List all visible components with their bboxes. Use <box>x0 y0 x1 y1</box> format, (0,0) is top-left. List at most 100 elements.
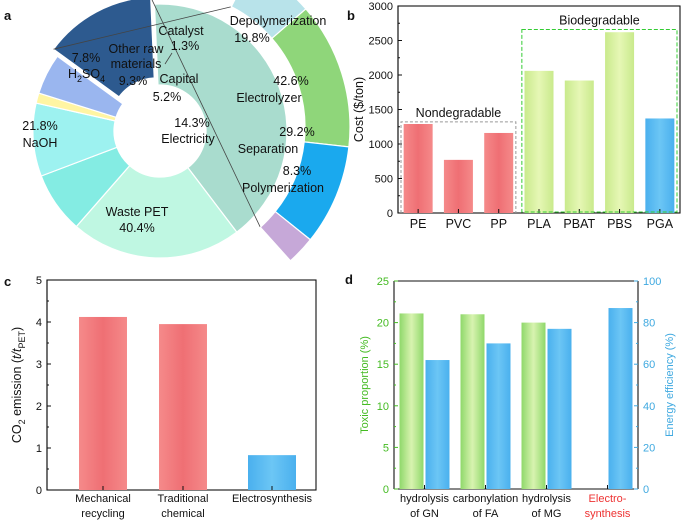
x-label-pbat: PBAT <box>563 217 595 231</box>
co2-y-tick-label: 1 <box>36 443 42 455</box>
y-axis-title-co2: CO2 emission (t/tPET) <box>10 327 27 443</box>
catalyst-leader-line <box>164 52 173 65</box>
electricity-breakdown-ring <box>53 0 351 262</box>
bar-pga <box>645 118 675 213</box>
label-waste-pet-pct: 40.4% <box>119 221 154 235</box>
label-other-raw-line2: materials <box>111 57 162 71</box>
bar-energy-1 <box>486 343 511 489</box>
x-label-co2-1: chemical <box>161 508 204 520</box>
co2-y-tick-label: 2 <box>36 401 42 413</box>
donut-slices <box>32 0 288 259</box>
label-electrolyzer-pct: 42.6% <box>273 74 308 88</box>
co2-y-tick-label: 5 <box>36 275 42 287</box>
x-label-d-0: hydrolysis <box>400 493 449 505</box>
x-label-co2-0: Mechanical <box>75 493 131 505</box>
x-label-pbs: PBS <box>607 217 632 231</box>
label-electricity: Electricity <box>161 132 215 146</box>
co2-sub-2: 2 <box>17 419 27 424</box>
bar-pe <box>403 123 433 213</box>
energy-y-tick-label: 80 <box>643 318 655 330</box>
label-h2so4: H2SO4 <box>68 67 105 84</box>
cost-y-tick-label: 1000 <box>369 139 393 151</box>
label-h2so4-pct: 7.8% <box>72 51 101 65</box>
x-label-co2-2: Electrosynthesis <box>232 493 313 505</box>
x-label-d-3: synthesis <box>585 508 631 520</box>
energy-y-tick-label: 60 <box>643 359 655 371</box>
toxic-y-tick-label: 15 <box>377 359 389 371</box>
co2-part-co: CO <box>10 424 24 443</box>
toxic-y-tick-label: 0 <box>383 484 389 496</box>
energy-y-tick-label: 100 <box>643 276 661 288</box>
bar-pp <box>484 132 514 213</box>
energy-y-tick-label: 0 <box>643 484 649 496</box>
toxic-y-tick-label: 5 <box>383 442 389 454</box>
x-label-pga: PGA <box>647 217 674 231</box>
x-label-d-2: of MG <box>532 508 562 520</box>
y-axis-title-toxic: Toxic proportion (%) <box>359 336 371 434</box>
bar-pla <box>524 70 554 213</box>
bar-toxic-2 <box>521 322 546 489</box>
connector-line-bottom <box>151 0 261 228</box>
co2-sub-pet: PET <box>17 331 27 349</box>
bar-energy-0 <box>425 360 450 489</box>
label-naoh-pct: 21.8% <box>22 119 57 133</box>
label-capital-pct: 5.2% <box>153 90 182 104</box>
toxic-y-tick-label: 25 <box>377 276 389 288</box>
x-label-pp: PP <box>490 217 507 231</box>
label-separation: Separation <box>238 142 299 156</box>
energy-y-tick-label: 20 <box>643 442 655 454</box>
label-separation-pct: 29.2% <box>279 125 314 139</box>
co2-part-t: t/t <box>10 348 24 359</box>
bar-co2-2 <box>248 455 296 490</box>
group-box-nondegradable <box>400 121 517 213</box>
label-depolymerization-pct: 19.8% <box>234 31 269 45</box>
cost-y-tick-label: 500 <box>375 174 393 186</box>
y-axis-title-cost: Cost ($/ton) <box>352 77 366 142</box>
connector-line-top <box>53 6 232 50</box>
bar-co2-0 <box>79 316 127 490</box>
x-label-pvc: PVC <box>446 217 472 231</box>
bar-energy-3 <box>608 308 633 489</box>
energy-y-tick-label: 40 <box>643 401 655 413</box>
panel-c-co2-chart: c 0 1 2 3 4 5 Mechanical recycling Traditional ch… <box>4 274 317 520</box>
x-label-pla: PLA <box>527 217 551 231</box>
label-capital: Capital <box>160 72 199 86</box>
cost-y-tick-label: 2000 <box>369 70 393 82</box>
label-electrolyzer: Electrolyzer <box>236 91 301 105</box>
panel-c-label: c <box>4 274 11 289</box>
label-polymerization: Polymerization <box>242 181 324 195</box>
label-catalyst-pct: 1.3% <box>171 39 200 53</box>
toxic-y-tick-label: 20 <box>377 318 389 330</box>
cost-y-tick-label: 0 <box>387 208 393 220</box>
cost-y-tick-label: 1500 <box>369 105 393 117</box>
bar-pbs <box>605 32 635 213</box>
label-catalyst: Catalyst <box>158 24 204 38</box>
x-label-d-2: hydrolysis <box>522 493 571 505</box>
x-label-d-1: carbonylation <box>453 493 518 505</box>
co2-y-tick-label: 3 <box>36 359 42 371</box>
label-other-raw-line1: Other raw <box>109 42 165 56</box>
bar-toxic-0 <box>399 313 424 489</box>
x-label-pe: PE <box>410 217 427 231</box>
panel-a-label: a <box>4 8 12 23</box>
panel-b-cost-chart: b 0 500 1000 1500 2000 2500 3000 PE PVC PP PLA PBAT… <box>347 1 681 231</box>
donut-slice-naoh <box>75 164 238 259</box>
co2-y-tick-label: 4 <box>36 317 42 329</box>
cost-y-tick-label: 2500 <box>369 36 393 48</box>
group-label-nondegradable: Nondegradable <box>416 106 502 120</box>
bar-energy-2 <box>547 328 572 489</box>
label-depolymerization: Depolymerization <box>230 14 327 28</box>
h2so4-part-so: SO <box>82 67 100 81</box>
h2so4-part-h: H <box>68 67 77 81</box>
co2-y-tick-label: 0 <box>36 485 42 497</box>
bar-pvc <box>443 159 473 213</box>
panel-d-toxic-energy-chart: d 0 5 10 15 20 25 0 20 40 60 80 100 hydrolysis of GN c… <box>345 272 676 520</box>
ring-segment-polymerization <box>259 210 312 262</box>
h2so4-sub-2: 2 <box>77 74 82 84</box>
label-naoh: NaOH <box>23 136 58 150</box>
donut-slice-capital <box>38 55 124 119</box>
x-label-d-3: Electro- <box>589 493 627 505</box>
panel-b-label: b <box>347 8 355 23</box>
donut-slice-waste-pet <box>153 3 288 233</box>
